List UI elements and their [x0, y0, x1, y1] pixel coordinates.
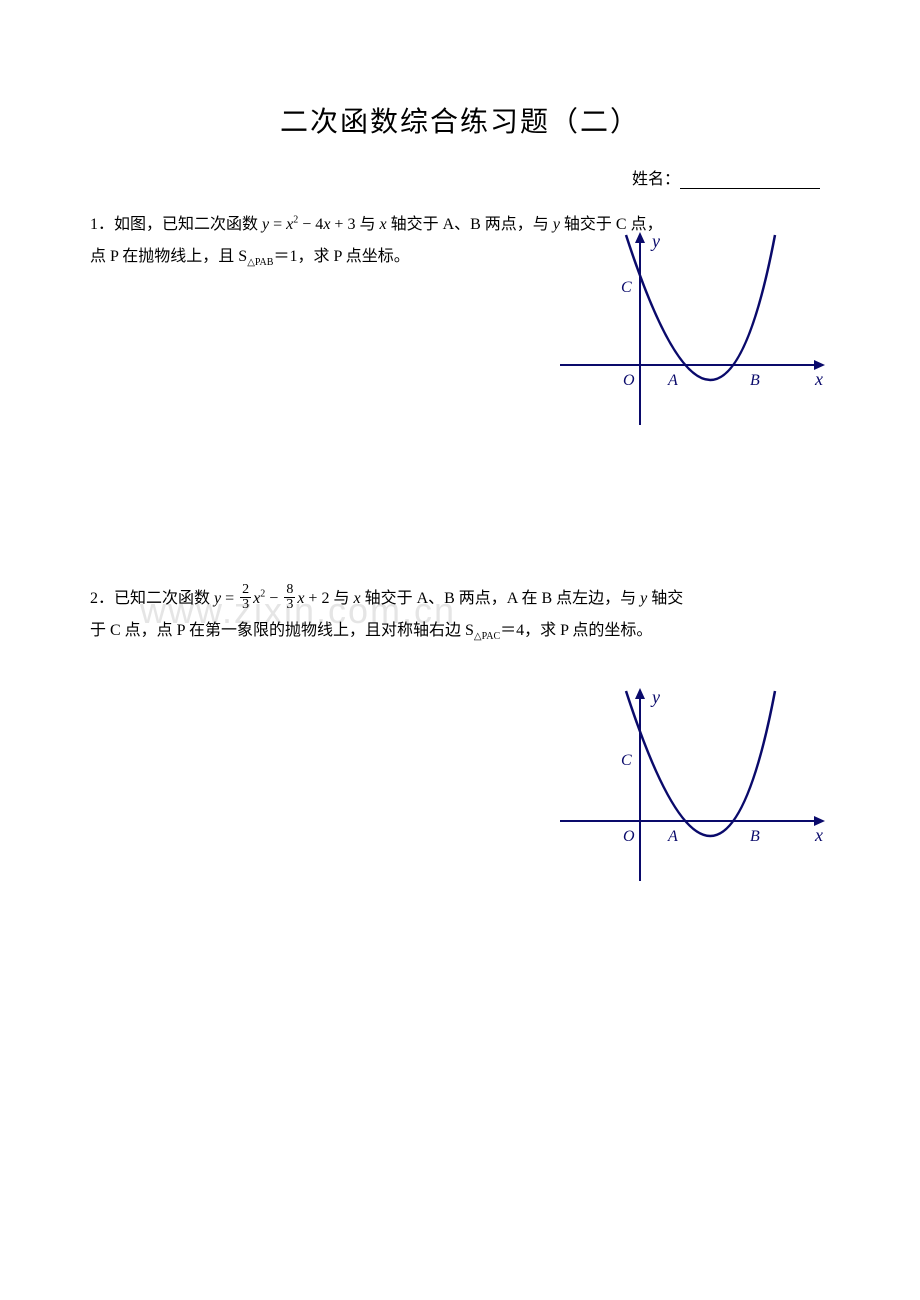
- p1-eq-eq: =: [269, 216, 286, 233]
- problem-2-line1: 2．已知二次函数 y = 23x2 − 83x + 2 与 x 轴交于 A、B …: [90, 583, 830, 615]
- label-O-2: O: [623, 828, 635, 845]
- name-label: 姓名：: [632, 171, 680, 188]
- label-B: B: [750, 372, 760, 389]
- label-C: C: [621, 279, 632, 296]
- name-blank[interactable]: [680, 188, 820, 189]
- problem-2-line2: 于 C 点，点 P 在第一象限的抛物线上，且对称轴右边 S△PAC＝4，求 P …: [90, 615, 830, 647]
- p1-vy: y: [553, 216, 560, 233]
- p2-frac2: 83: [284, 583, 295, 612]
- graph-axes-2: [560, 688, 825, 881]
- p2-minus: −: [265, 590, 282, 607]
- label-A-2: A: [667, 828, 678, 845]
- p2-vx: x: [353, 590, 360, 607]
- p2-plus2: + 2: [304, 590, 329, 607]
- label-x-2: x: [814, 825, 823, 845]
- p2-l2b: ＝4，求 P 点的坐标。: [500, 622, 652, 639]
- p1-vx: x: [379, 216, 386, 233]
- problem-1: 1．如图，已知二次函数 y = x2 − 4x + 3 与 x 轴交于 A、B …: [90, 209, 830, 273]
- p1-eq-end: + 3: [330, 216, 355, 233]
- page-title: 二次函数综合练习题（二）: [90, 100, 830, 140]
- problem-2-graph: y x O A B C: [560, 683, 830, 883]
- p1-l2a: 点 P 在抛物线上，且 S: [90, 248, 247, 265]
- p2-l2sub: △PAC: [474, 631, 500, 642]
- label-C-2: C: [621, 752, 632, 769]
- p1-num: 1．: [90, 216, 114, 233]
- label-y: y: [650, 231, 660, 251]
- parabola-curve: [626, 235, 775, 380]
- p2-f2n: 8: [284, 583, 295, 597]
- p2-l2a: 于 C 点，点 P 在第一象限的抛物线上，且对称轴右边 S: [90, 622, 474, 639]
- p1-eq-mid: − 4: [298, 216, 323, 233]
- problem-1-graph: y x O A B C: [560, 227, 830, 427]
- p2-t1: 已知二次函数: [114, 590, 214, 607]
- label-B-2: B: [750, 828, 760, 845]
- p2-t4: 轴交: [647, 590, 683, 607]
- p1-l2b: ＝1，求 P 点坐标。: [273, 248, 409, 265]
- p2-frac1: 23: [240, 583, 251, 612]
- p2-eqeq: =: [221, 590, 238, 607]
- p1-t1: 如图，已知二次函数: [114, 216, 262, 233]
- p2-f1n: 2: [240, 583, 251, 597]
- problem-2: 2．已知二次函数 y = 23x2 − 83x + 2 与 x 轴交于 A、B …: [90, 583, 830, 647]
- p1-l2sub: △PAB: [247, 257, 273, 268]
- label-O: O: [623, 372, 635, 389]
- p2-num: 2．: [90, 590, 114, 607]
- name-row: 姓名：: [90, 165, 830, 189]
- p2-t2: 与: [329, 590, 353, 607]
- p1-t2: 与: [355, 216, 379, 233]
- graph-axes: [560, 232, 825, 425]
- p1-t3: 轴交于 A、B 两点，与: [387, 216, 553, 233]
- label-x: x: [814, 369, 823, 389]
- label-y-2: y: [650, 687, 660, 707]
- parabola-curve-2: [626, 691, 775, 836]
- p2-f1d: 3: [240, 597, 251, 612]
- p2-t3: 轴交于 A、B 两点，A 在 B 点左边，与: [361, 590, 641, 607]
- p2-f2d: 3: [284, 597, 295, 612]
- label-A: A: [667, 372, 678, 389]
